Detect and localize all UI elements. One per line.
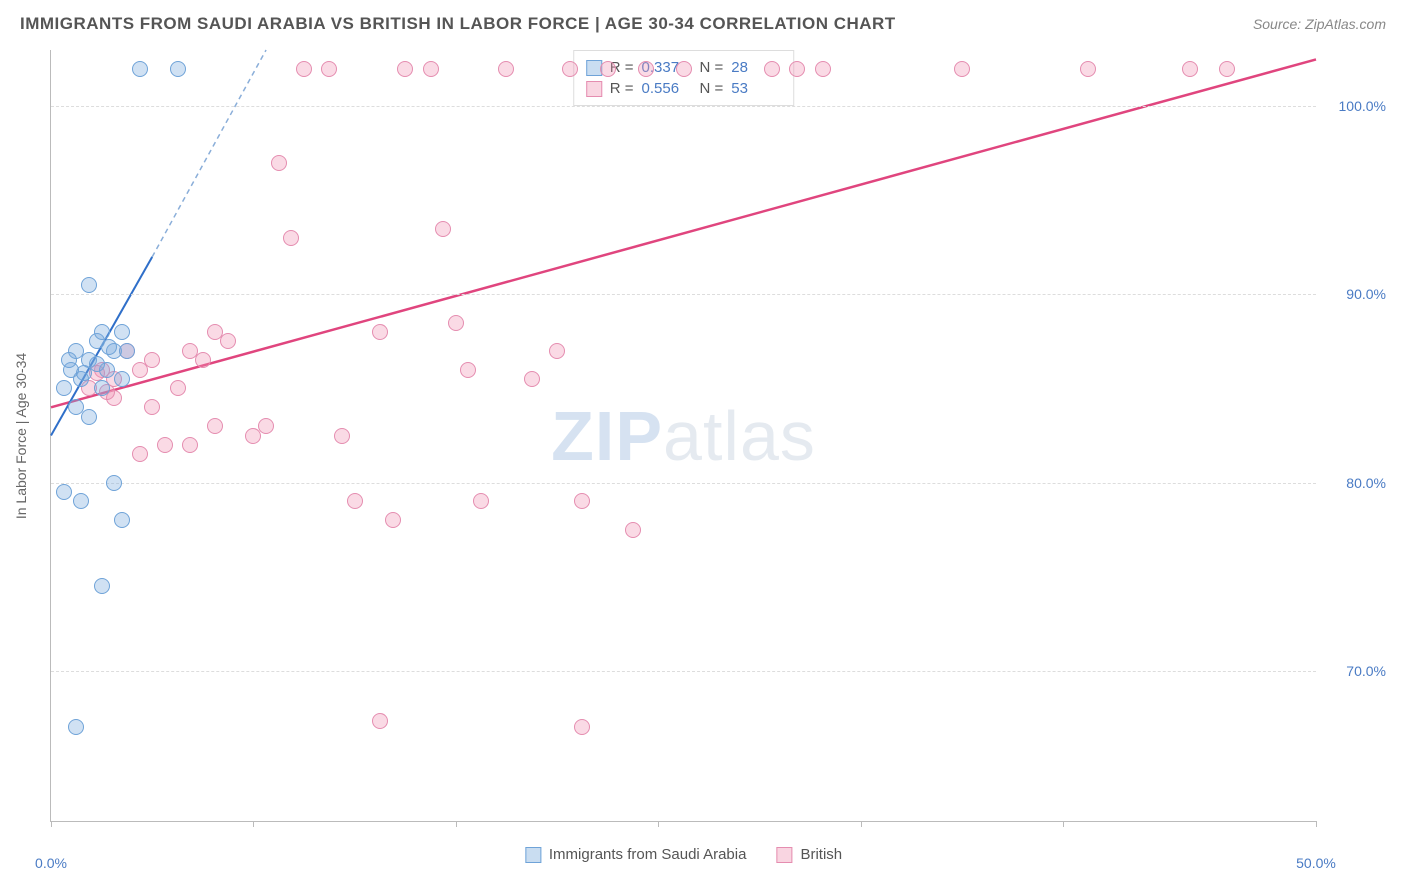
ytick-label: 70.0% (1326, 663, 1386, 679)
xtick-mark (253, 821, 254, 827)
scatter-point-blue (94, 578, 110, 594)
scatter-point-pink (549, 343, 565, 359)
scatter-point-pink (574, 493, 590, 509)
trend-lines (51, 50, 1316, 821)
scatter-point-pink (258, 418, 274, 434)
scatter-point-pink (498, 61, 514, 77)
scatter-point-blue (81, 409, 97, 425)
scatter-point-pink (144, 399, 160, 415)
legend-item-blue: Immigrants from Saudi Arabia (525, 846, 747, 863)
scatter-point-pink (296, 61, 312, 77)
stats-row-pink: R = 0.556 N = 53 (586, 78, 782, 99)
scatter-point-pink (574, 719, 590, 735)
scatter-point-pink (562, 61, 578, 77)
gridline-h (51, 671, 1316, 672)
scatter-point-pink (600, 61, 616, 77)
scatter-point-pink (764, 61, 780, 77)
scatter-point-blue (114, 371, 130, 387)
ytick-label: 90.0% (1326, 286, 1386, 302)
xtick-label: 50.0% (1296, 855, 1336, 871)
scatter-point-blue (56, 484, 72, 500)
bottom-legend: Immigrants from Saudi Arabia British (525, 846, 842, 863)
xtick-mark (456, 821, 457, 827)
xtick-mark (658, 821, 659, 827)
scatter-point-pink (1080, 61, 1096, 77)
scatter-point-pink (435, 221, 451, 237)
xtick-mark (1316, 821, 1317, 827)
xtick-mark (51, 821, 52, 827)
ytick-label: 100.0% (1326, 98, 1386, 114)
scatter-point-pink (144, 352, 160, 368)
swatch-pink-icon (776, 847, 792, 863)
scatter-point-blue (114, 324, 130, 340)
xtick-mark (861, 821, 862, 827)
gridline-h (51, 294, 1316, 295)
scatter-point-blue (170, 61, 186, 77)
scatter-point-pink (423, 61, 439, 77)
gridline-h (51, 483, 1316, 484)
scatter-point-blue (119, 343, 135, 359)
scatter-point-pink (460, 362, 476, 378)
scatter-point-pink (207, 418, 223, 434)
scatter-point-pink (195, 352, 211, 368)
plot-area: ZIPatlas In Labor Force | Age 30-34 R = … (50, 50, 1316, 822)
gridline-h (51, 106, 1316, 107)
scatter-point-pink (524, 371, 540, 387)
scatter-point-pink (815, 61, 831, 77)
scatter-point-pink (638, 61, 654, 77)
ytick-label: 80.0% (1326, 475, 1386, 491)
scatter-point-pink (1182, 61, 1198, 77)
scatter-point-blue (94, 324, 110, 340)
scatter-point-blue (89, 356, 105, 372)
xtick-mark (1063, 821, 1064, 827)
scatter-point-blue (101, 339, 117, 355)
scatter-point-pink (1219, 61, 1235, 77)
scatter-point-blue (61, 352, 77, 368)
scatter-point-pink (170, 380, 186, 396)
scatter-point-pink (397, 61, 413, 77)
stats-box: R = 0.337 N = 28 R = 0.556 N = 53 (573, 50, 795, 106)
scatter-point-pink (676, 61, 692, 77)
scatter-point-blue (81, 277, 97, 293)
scatter-point-pink (220, 333, 236, 349)
scatter-point-pink (385, 512, 401, 528)
swatch-blue-icon (525, 847, 541, 863)
scatter-point-blue (56, 380, 72, 396)
source-credit: Source: ZipAtlas.com (1253, 16, 1386, 32)
scatter-point-pink (283, 230, 299, 246)
scatter-point-blue (73, 493, 89, 509)
scatter-point-pink (789, 61, 805, 77)
scatter-point-pink (334, 428, 350, 444)
scatter-point-pink (372, 713, 388, 729)
legend-item-pink: British (776, 846, 842, 863)
scatter-point-blue (114, 512, 130, 528)
scatter-point-pink (132, 446, 148, 462)
scatter-point-pink (347, 493, 363, 509)
scatter-point-blue (68, 719, 84, 735)
scatter-point-blue (132, 61, 148, 77)
scatter-point-pink (321, 61, 337, 77)
scatter-point-blue (94, 380, 110, 396)
scatter-point-pink (372, 324, 388, 340)
scatter-point-pink (954, 61, 970, 77)
scatter-point-pink (271, 155, 287, 171)
xtick-label: 0.0% (35, 855, 67, 871)
scatter-point-pink (625, 522, 641, 538)
scatter-point-pink (157, 437, 173, 453)
scatter-point-pink (182, 437, 198, 453)
scatter-point-pink (448, 315, 464, 331)
y-axis-label: In Labor Force | Age 30-34 (13, 352, 29, 518)
swatch-pink-icon (586, 81, 602, 97)
scatter-point-blue (106, 475, 122, 491)
scatter-point-pink (473, 493, 489, 509)
chart-title: IMMIGRANTS FROM SAUDI ARABIA VS BRITISH … (20, 14, 896, 34)
